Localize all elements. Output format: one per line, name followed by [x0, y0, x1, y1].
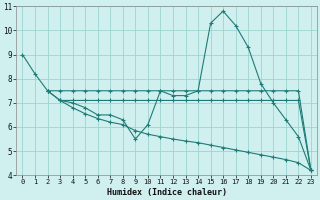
- X-axis label: Humidex (Indice chaleur): Humidex (Indice chaleur): [107, 188, 227, 197]
